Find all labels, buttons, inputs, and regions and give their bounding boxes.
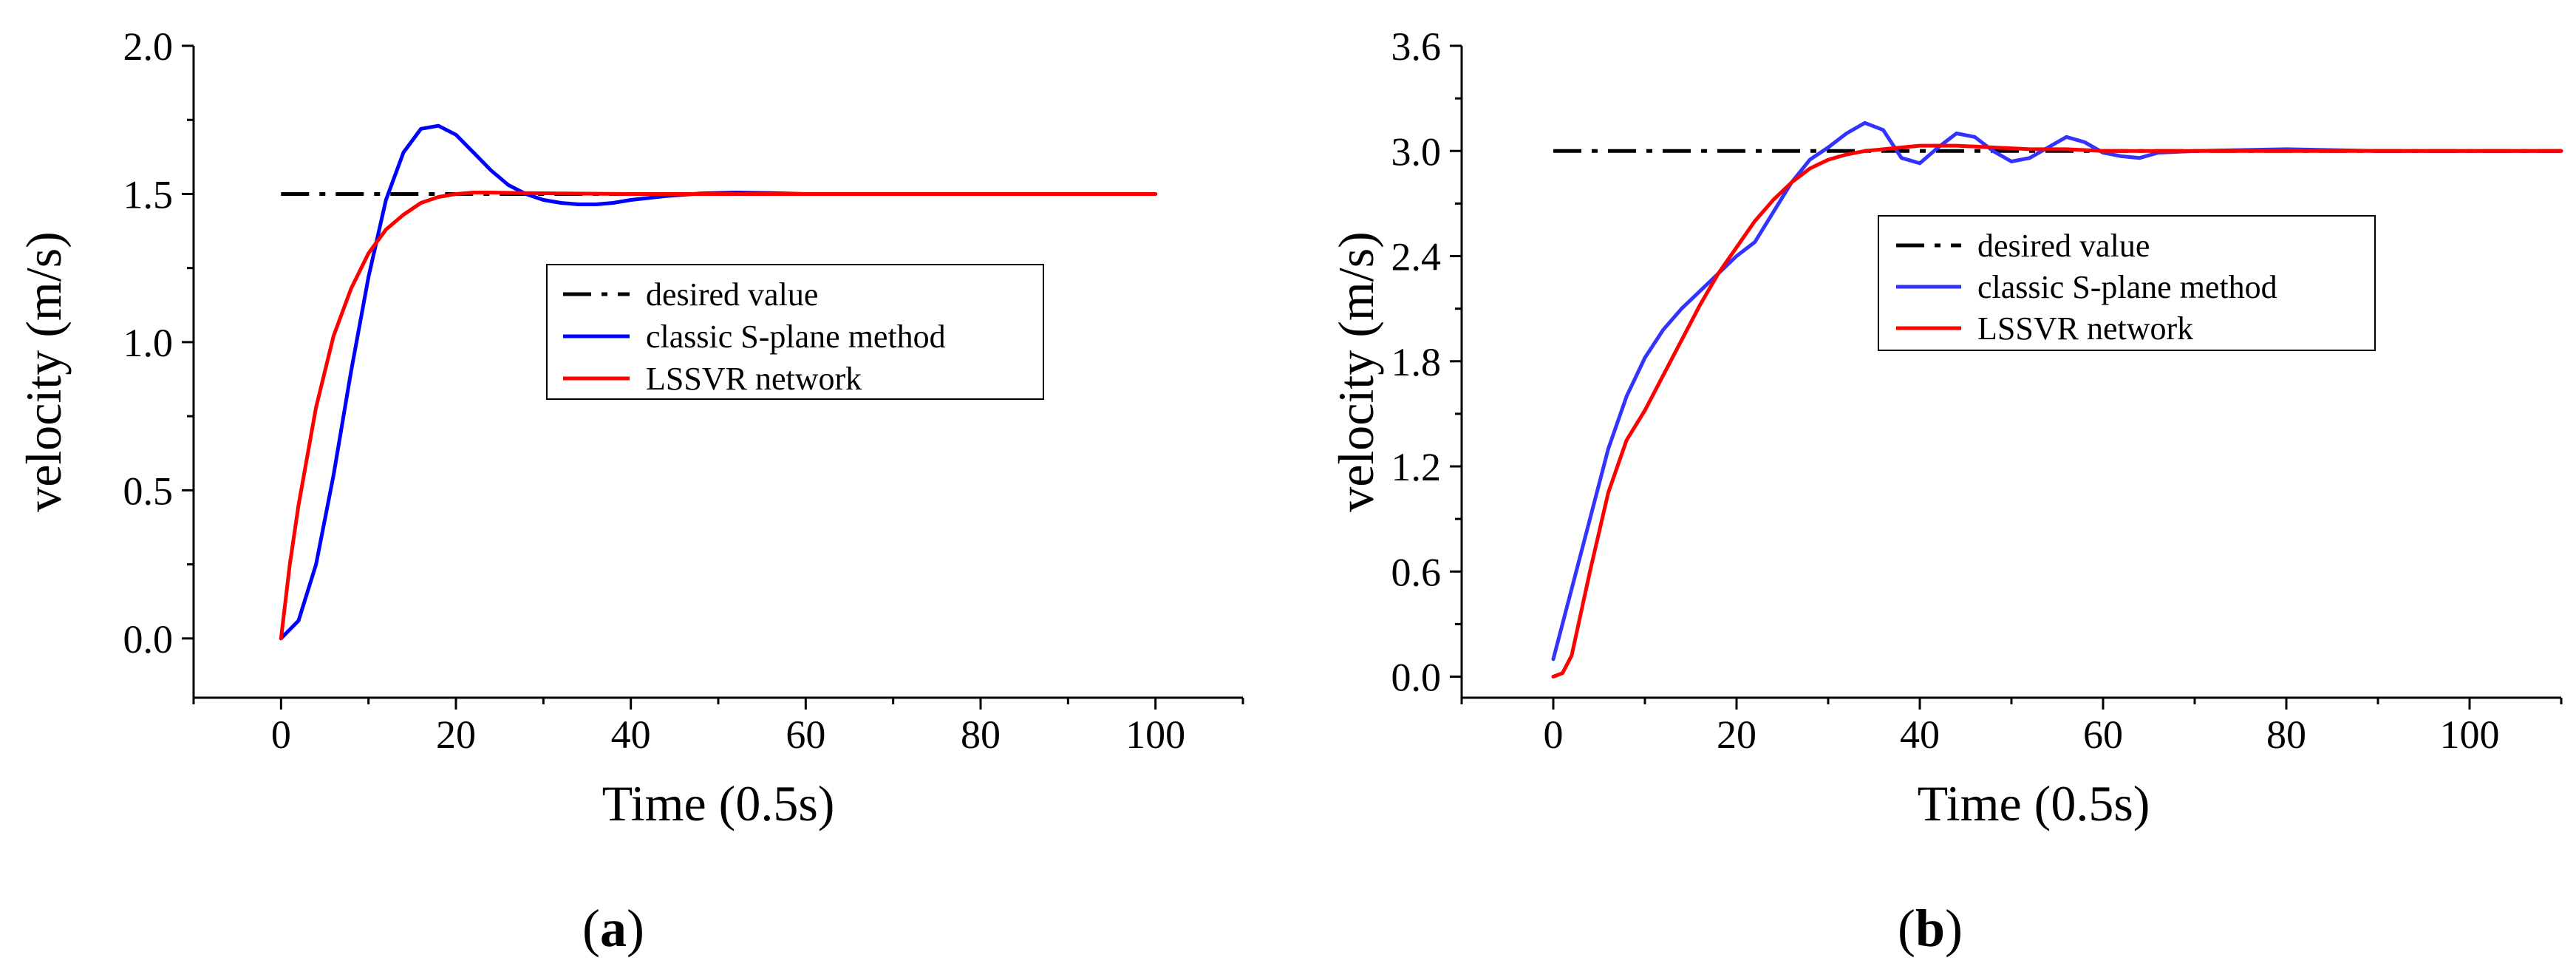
panel-a-y-tick-label: 1.0	[123, 321, 174, 365]
panel-b-x-tick-label: 80	[2266, 712, 2306, 757]
panel-a-y-axis-title: velocity (m/s)	[16, 231, 72, 512]
panel-b-y-tick-label: 0.6	[1391, 550, 1442, 594]
panel-b-x-tick-label: 100	[2440, 712, 2500, 757]
panel-a-label: (a)	[582, 899, 644, 958]
panel-a-x-tick-label: 100	[1125, 712, 1185, 757]
panel-b-x-tick-label: 20	[1717, 712, 1756, 757]
panel-a-x-tick-label: 20	[436, 712, 476, 757]
panel-b-series-classic-s-plane	[1551, 120, 2563, 661]
panel-b-x-axis-title: Time (0.5s)	[1918, 775, 2150, 831]
panel-b-y-tick-label: 1.8	[1391, 340, 1442, 384]
panel-a-legend-label-desired: desired value	[646, 276, 818, 313]
panel-b-legend: desired value classic S-plane method LSS…	[1878, 215, 2376, 351]
panel-b-label: (b)	[1898, 899, 1963, 958]
panel-b-x-tick-label: 0	[1544, 712, 1564, 757]
panel-a-y-tick-label: 1.5	[123, 172, 174, 217]
panel-b-legend-label-splane: classic S-plane method	[1977, 269, 2277, 305]
panel-b-legend-label-desired: desired value	[1977, 228, 2150, 264]
panel-b-y-tick-label: 1.2	[1391, 445, 1442, 489]
panel-b-y-axis-title: velocity (m/s)	[1328, 231, 1384, 512]
panel-a-x-tick-label: 60	[786, 712, 825, 757]
panel-a-x-tick-label: 80	[961, 712, 1001, 757]
panel-b-y-tick-label: 0.0	[1391, 656, 1442, 700]
panel-b-x-tick-label: 40	[1900, 712, 1940, 757]
panel-b-y-tick-label: 3.0	[1391, 129, 1442, 174]
panel-a-legend-label-splane: classic S-plane method	[646, 319, 946, 355]
panel-b-y-tick-label: 2.4	[1391, 235, 1442, 279]
panel-a-legend-label-lssvr: LSSVR network	[646, 361, 862, 397]
panel-a-y-tick-label: 2.0	[123, 24, 174, 69]
panel-b-y-tick-label: 3.6	[1391, 24, 1442, 69]
panel-a-x-axis-title: Time (0.5s)	[602, 775, 835, 831]
panel-a-x-tick-label: 40	[611, 712, 651, 757]
panel-a-series-lssvr-network	[279, 191, 1158, 641]
panel-b-series-lssvr-network	[1551, 143, 2563, 678]
panel-a-y-tick-label: 0.5	[123, 469, 174, 513]
panel-a-x-tick-label: 0	[271, 712, 291, 757]
panel-b-x-tick-label: 60	[2083, 712, 2123, 757]
panel-a-legend: desired value classic S-plane method LSS…	[546, 264, 1044, 400]
panel-b-chart: 0 20 40 60 80 100 0.0 0.6 1.2 1.8 2.4 3.0 3.6 veloci…	[1328, 24, 2563, 958]
panel-a-chart: 0 20 40 60 80 100 0.0 0.5 1.0 1.5 2.0 velocity (m/…	[16, 24, 1244, 958]
panel-a-y-tick-label: 0.0	[123, 617, 174, 661]
panel-b-legend-label-lssvr: LSSVR network	[1977, 310, 2193, 347]
